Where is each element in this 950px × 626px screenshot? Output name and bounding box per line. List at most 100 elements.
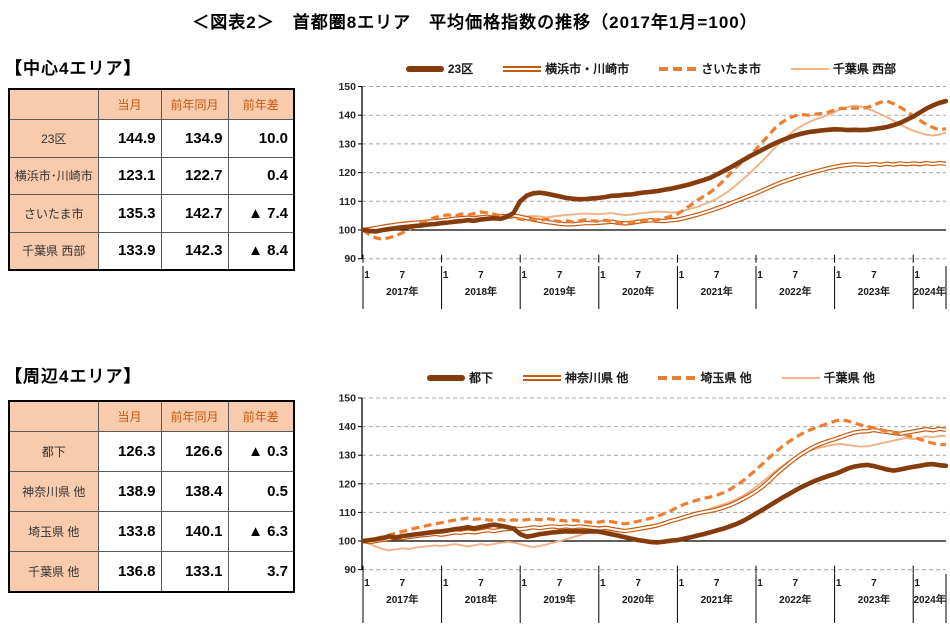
y-tick-label: 120 xyxy=(338,478,356,490)
year-label: 2020年 xyxy=(622,285,654,298)
y-tick-label: 150 xyxy=(338,393,356,405)
month-tick-label: 7 xyxy=(400,578,406,589)
table-row: 埼玉県 他 133.8 140.1 ▲ 6.3 xyxy=(8,511,295,552)
legend-item: 千葉県 西部 xyxy=(790,60,896,77)
series-千葉県 西部 xyxy=(362,104,947,231)
y-tick-label: 130 xyxy=(338,450,356,462)
peripheral-area-chart: 150 140 130 120 110 100 90 1 7 2017年 1 7 2018年 1 7 2019… xyxy=(338,390,950,626)
legend-item: さいたま市 xyxy=(659,60,761,77)
yoy-diff-value: ▲ 8.4 xyxy=(227,231,295,270)
month-tick-label: 1 xyxy=(836,578,842,589)
legend-label: 横浜市・川崎市 xyxy=(545,62,630,76)
y-tick-label: 140 xyxy=(338,421,356,433)
month-tick-label: 7 xyxy=(557,270,563,281)
month-tick-label: 7 xyxy=(478,270,484,281)
month-tick-label: 7 xyxy=(400,270,406,281)
month-tick-label: 1 xyxy=(521,270,527,281)
legend-label: 神奈川県 他 xyxy=(564,371,629,385)
month-tick-label: 1 xyxy=(443,270,449,281)
month-tick-label: 7 xyxy=(478,578,484,589)
legend-label: 千葉県 他 xyxy=(823,371,876,385)
y-tick-label: 150 xyxy=(338,81,356,93)
legend-item: 千葉県 他 xyxy=(781,369,876,386)
table-row: 横浜市･川崎市 123.1 122.7 0.4 xyxy=(8,156,295,195)
month-tick-label: 1 xyxy=(757,270,763,281)
current-month-value: 133.8 xyxy=(97,511,162,552)
month-tick-label: 7 xyxy=(871,270,877,281)
row-label: 千葉県 他 xyxy=(8,551,99,592)
peripheral-chart-legend: 都下 神奈川県 他 埼玉県 他 千葉県 他 xyxy=(355,369,947,386)
table-row: さいたま市 135.3 142.7 ▲ 7.4 xyxy=(8,194,295,233)
year-label: 2019年 xyxy=(543,593,575,606)
current-month-value: 136.8 xyxy=(97,551,162,592)
table-header-row: 当月 前年同月 前年差 xyxy=(8,400,295,432)
column-header: 当月 xyxy=(97,88,162,120)
month-tick-label: 1 xyxy=(443,578,449,589)
prev-year-value: 133.1 xyxy=(160,551,229,592)
section-heading-central: 【中心4エリア】 xyxy=(5,59,142,78)
current-month-value: 133.9 xyxy=(97,231,162,270)
table-row: 千葉県 他 136.8 133.1 3.7 xyxy=(8,551,295,592)
year-label: 2020年 xyxy=(622,593,654,606)
table-row: 神奈川県 他 138.9 138.4 0.5 xyxy=(8,471,295,512)
column-header: 当月 xyxy=(97,400,162,432)
row-label: 千葉県 西部 xyxy=(8,231,99,270)
section-heading-peripheral: 【周辺4エリア】 xyxy=(5,367,142,386)
year-label: 2023年 xyxy=(858,285,890,298)
year-label: 2018年 xyxy=(465,593,497,606)
peripheral-area-table: 当月 前年同月 前年差 都下 126.3 126.6 ▲ 0.3 神奈川県 他 138.9 138… xyxy=(8,400,295,593)
central-area-chart: 150 140 130 120 110 100 90 1 7 2017年 1 7 2018年 1 7 2019… xyxy=(338,80,950,312)
legend-item: 埼玉県 他 xyxy=(658,369,752,386)
row-label: さいたま市 xyxy=(8,194,99,233)
current-month-value: 123.1 xyxy=(97,156,162,195)
prev-year-value: 142.3 xyxy=(160,231,229,270)
column-header: 前年差 xyxy=(227,88,295,120)
month-tick-label: 1 xyxy=(600,270,606,281)
yoy-diff-value: 0.4 xyxy=(227,156,295,195)
month-tick-label: 7 xyxy=(635,270,641,281)
y-tick-label: 110 xyxy=(339,507,356,519)
y-tick-label: 100 xyxy=(338,536,356,548)
month-tick-label: 1 xyxy=(914,578,920,589)
row-label: 都下 xyxy=(8,431,99,472)
prev-year-value: 126.6 xyxy=(160,431,229,472)
year-label: 2022年 xyxy=(779,593,811,606)
yoy-diff-value: ▲ 0.3 xyxy=(227,431,295,472)
row-label: 埼玉県 他 xyxy=(8,511,99,552)
yoy-diff-value: 10.0 xyxy=(227,119,295,158)
month-tick-label: 1 xyxy=(757,578,763,589)
month-tick-label: 7 xyxy=(714,578,720,589)
year-label: 2021年 xyxy=(701,593,733,606)
page-title: ＜図表2＞ 首都圏8エリア 平均価格指数の推移（2017年1月=100） xyxy=(192,13,758,32)
legend-label: さいたま市 xyxy=(701,62,761,76)
dashed-line-swatch xyxy=(659,66,698,71)
yoy-diff-value: 0.5 xyxy=(227,471,295,512)
double-line-swatch xyxy=(522,374,561,381)
central-area-table: 当月 前年同月 前年差 23区 144.9 134.9 10.0 横浜市･川崎市 123.1 12… xyxy=(8,88,295,271)
current-month-value: 135.3 xyxy=(97,194,162,233)
yoy-diff-value: ▲ 6.3 xyxy=(227,511,295,552)
table-header-row: 当月 前年同月 前年差 xyxy=(8,88,295,120)
table-row: 23区 144.9 134.9 10.0 xyxy=(8,119,295,158)
month-tick-label: 1 xyxy=(914,270,920,281)
prev-year-value: 140.1 xyxy=(160,511,229,552)
row-label: 横浜市･川崎市 xyxy=(8,156,99,195)
double-line-swatch xyxy=(503,65,542,72)
year-label: 2022年 xyxy=(779,285,811,298)
column-header: 前年同月 xyxy=(160,400,229,432)
y-tick-label: 140 xyxy=(338,110,356,122)
series-gap xyxy=(362,427,947,544)
month-tick-label: 7 xyxy=(793,270,799,281)
month-tick-label: 1 xyxy=(521,578,527,589)
yoy-diff-value: ▲ 7.4 xyxy=(227,194,295,233)
series-23区 xyxy=(360,98,949,234)
month-tick-label: 7 xyxy=(793,578,799,589)
thick-line-swatch xyxy=(405,65,444,72)
dashed-line-swatch xyxy=(658,375,697,380)
prev-year-value: 142.7 xyxy=(160,194,229,233)
legend-item: 横浜市・川崎市 xyxy=(503,60,629,77)
price-index-table: 当月 前年同月 前年差 都下 126.3 126.6 ▲ 0.3 神奈川県 他 138.9 138… xyxy=(8,400,295,593)
price-index-table: 当月 前年同月 前年差 23区 144.9 134.9 10.0 横浜市･川崎市 123.1 12… xyxy=(8,88,295,271)
month-tick-label: 7 xyxy=(635,578,641,589)
